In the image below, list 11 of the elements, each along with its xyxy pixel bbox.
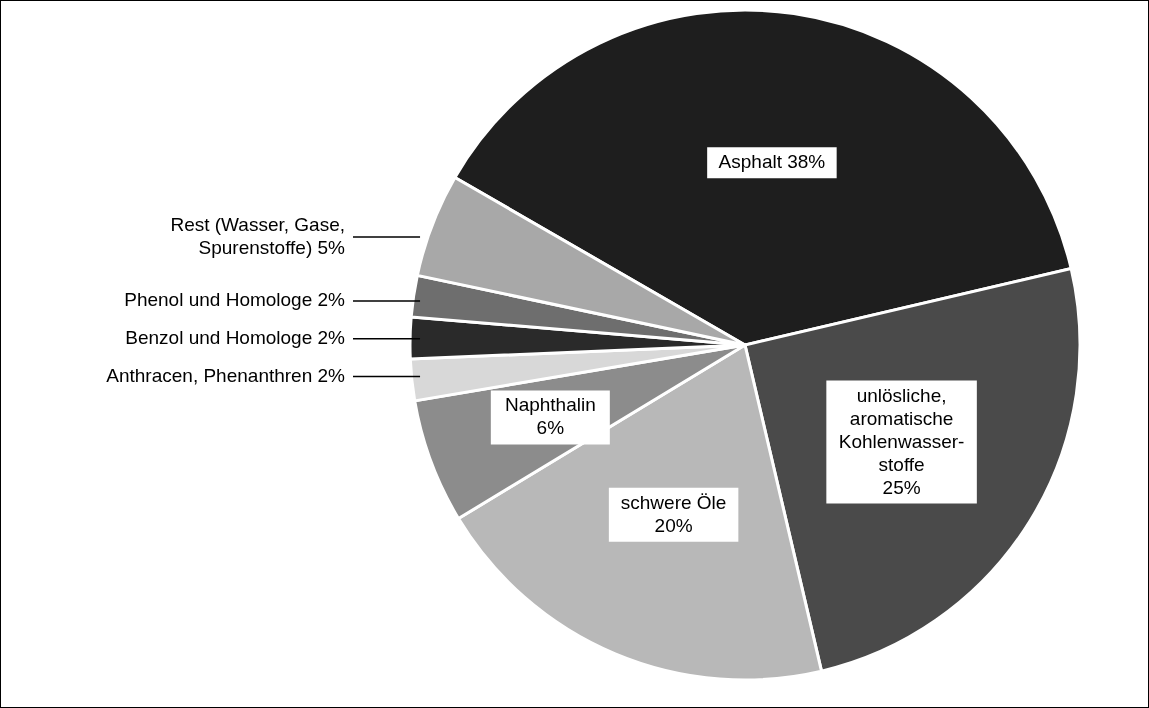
slice-label: unlösliche, aromatische Kohlenwasser- stoffe <box>838 384 965 475</box>
slice-label: Anthracen, Phenanthren 2% <box>106 365 346 387</box>
slice-label: Phenol und Homologe 2% <box>124 289 346 311</box>
data-label: 20% <box>654 514 693 536</box>
slice-label: Asphalt 38% <box>718 151 826 173</box>
slice-label: Rest (Wasser, Gase, Spurenstoffe) 5% <box>170 213 346 258</box>
data-label: 6% <box>536 417 565 439</box>
slice-label: Benzol und Homologe 2% <box>125 327 346 349</box>
slice-label: Naphthalin <box>504 394 596 416</box>
slice-label: schwere Öle <box>620 491 727 513</box>
data-label: 25% <box>882 476 921 498</box>
